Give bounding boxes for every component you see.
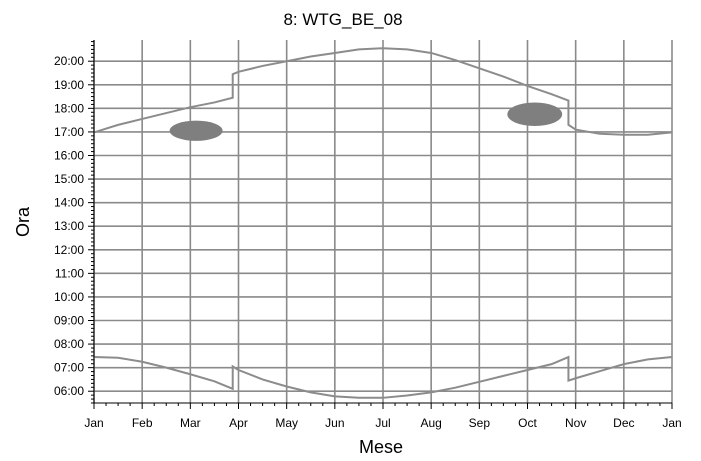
y-tick-label: 15:00 <box>54 172 84 186</box>
x-axis-title: Mese <box>359 437 403 457</box>
axes <box>88 40 673 409</box>
x-tick-label: Mar <box>180 416 201 430</box>
x-tick-label: Jun <box>325 416 344 430</box>
y-tick-label: 14:00 <box>54 196 84 210</box>
x-tick-label: Feb <box>132 416 153 430</box>
x-tick-label: Oct <box>518 416 537 430</box>
y-tick-label: 18:00 <box>54 101 84 115</box>
x-tick-label: May <box>275 416 298 430</box>
y-tick-label: 13:00 <box>54 219 84 233</box>
y-tick-label: 10:00 <box>54 290 84 304</box>
x-tick-label: Jan <box>84 416 103 430</box>
y-axis-title: Ora <box>13 206 33 237</box>
series-lines <box>93 47 673 399</box>
y-tick-label: 12:00 <box>54 243 84 257</box>
y-axis-tick-labels: 06:00 07:00 08:00 09:00 10:00 11:00 12:00 13:00… <box>54 54 84 398</box>
x-tick-label: Jan <box>662 416 681 430</box>
y-tick-label: 16:00 <box>54 149 84 163</box>
x-tick-label: Apr <box>229 416 248 430</box>
chart-title: 8: WTG_BE_08 <box>283 10 402 29</box>
y-tick-label: 20:00 <box>54 54 84 68</box>
shadow-area <box>169 120 223 141</box>
sunrise-line <box>93 355 673 399</box>
y-tick-label: 19:00 <box>54 78 84 92</box>
shadow-areas <box>169 102 563 141</box>
x-axis-tick-labels: Jan Feb Mar Apr May Jun Jul Aug Sep Oct Nov Dec Jan <box>84 416 681 430</box>
y-tick-label: 11:00 <box>55 266 84 280</box>
shadow-area <box>507 102 563 127</box>
x-tick-label: Aug <box>420 416 441 430</box>
x-tick-label: Nov <box>565 416 586 430</box>
x-tick-label: Dec <box>613 416 634 430</box>
x-tick-label: Jul <box>375 416 390 430</box>
y-tick-label: 09:00 <box>54 314 84 328</box>
y-tick-label: 17:00 <box>54 125 84 139</box>
y-tick-label: 07:00 <box>54 361 84 375</box>
sunset-line <box>93 47 673 136</box>
y-tick-label: 06:00 <box>54 384 84 398</box>
x-tick-label: Sep <box>469 416 491 430</box>
y-tick-label: 08:00 <box>54 337 84 351</box>
grid <box>93 40 673 403</box>
